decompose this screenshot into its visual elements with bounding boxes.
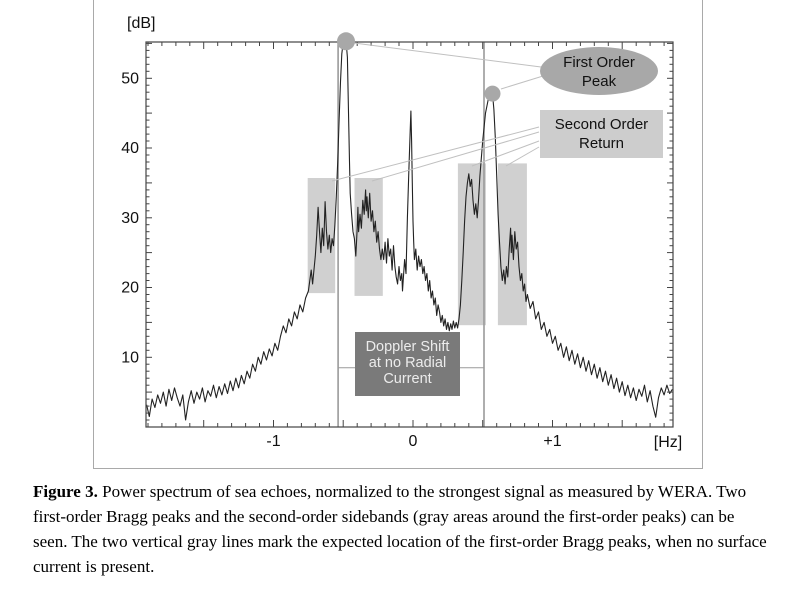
x-tick-label: +1	[543, 433, 561, 450]
second-order-return-label: Return	[579, 135, 624, 152]
plot-frame	[145, 41, 674, 428]
annotation-connector-line	[500, 75, 544, 90]
x-tick-label: -1	[266, 433, 280, 450]
first-order-peak-marker	[484, 85, 501, 102]
annotation-connector-line	[505, 146, 540, 167]
first-order-peak-marker	[337, 32, 355, 51]
y-tick-label: 20	[121, 280, 139, 297]
doppler-shift-label: Doppler Shift	[366, 339, 450, 355]
y-tick-label: 10	[121, 349, 139, 366]
annotation-connector-line	[371, 131, 540, 182]
first-order-peak-label: First Order	[563, 54, 635, 71]
second-order-return-callout	[540, 110, 663, 158]
y-tick-label: 50	[121, 70, 139, 87]
doppler-shift-label: at no Radial	[369, 355, 446, 371]
annotation-connector-line	[331, 126, 540, 182]
annotation-connector-line	[353, 42, 542, 68]
doppler-shift-label: Current	[383, 371, 431, 387]
figure-caption-text: Power spectrum of sea echoes, normalized…	[33, 482, 767, 576]
y-axis-unit-label: [dB]	[127, 15, 155, 32]
figure-caption-label: Figure 3.	[33, 482, 98, 501]
power-spectrum-chart: -1 0 +1 10 20 30 40 50 [dB] [Hz] First Order Peak Se…	[121, 15, 682, 451]
figure-caption: Figure 3. Power spectrum of sea echoes, …	[33, 479, 773, 579]
first-order-peak-callout	[540, 47, 658, 95]
y-tick-label: 40	[121, 140, 139, 157]
annotation-connector-line	[471, 140, 540, 167]
x-tick-label: 0	[409, 433, 418, 450]
second-order-return-label: Second Order	[555, 116, 648, 133]
first-order-peak-label: Peak	[582, 73, 617, 90]
spectrum-curve	[146, 40, 673, 421]
y-tick-label: 30	[121, 210, 139, 227]
doppler-shift-callout	[355, 332, 460, 396]
x-axis-unit-label: [Hz]	[654, 434, 682, 451]
